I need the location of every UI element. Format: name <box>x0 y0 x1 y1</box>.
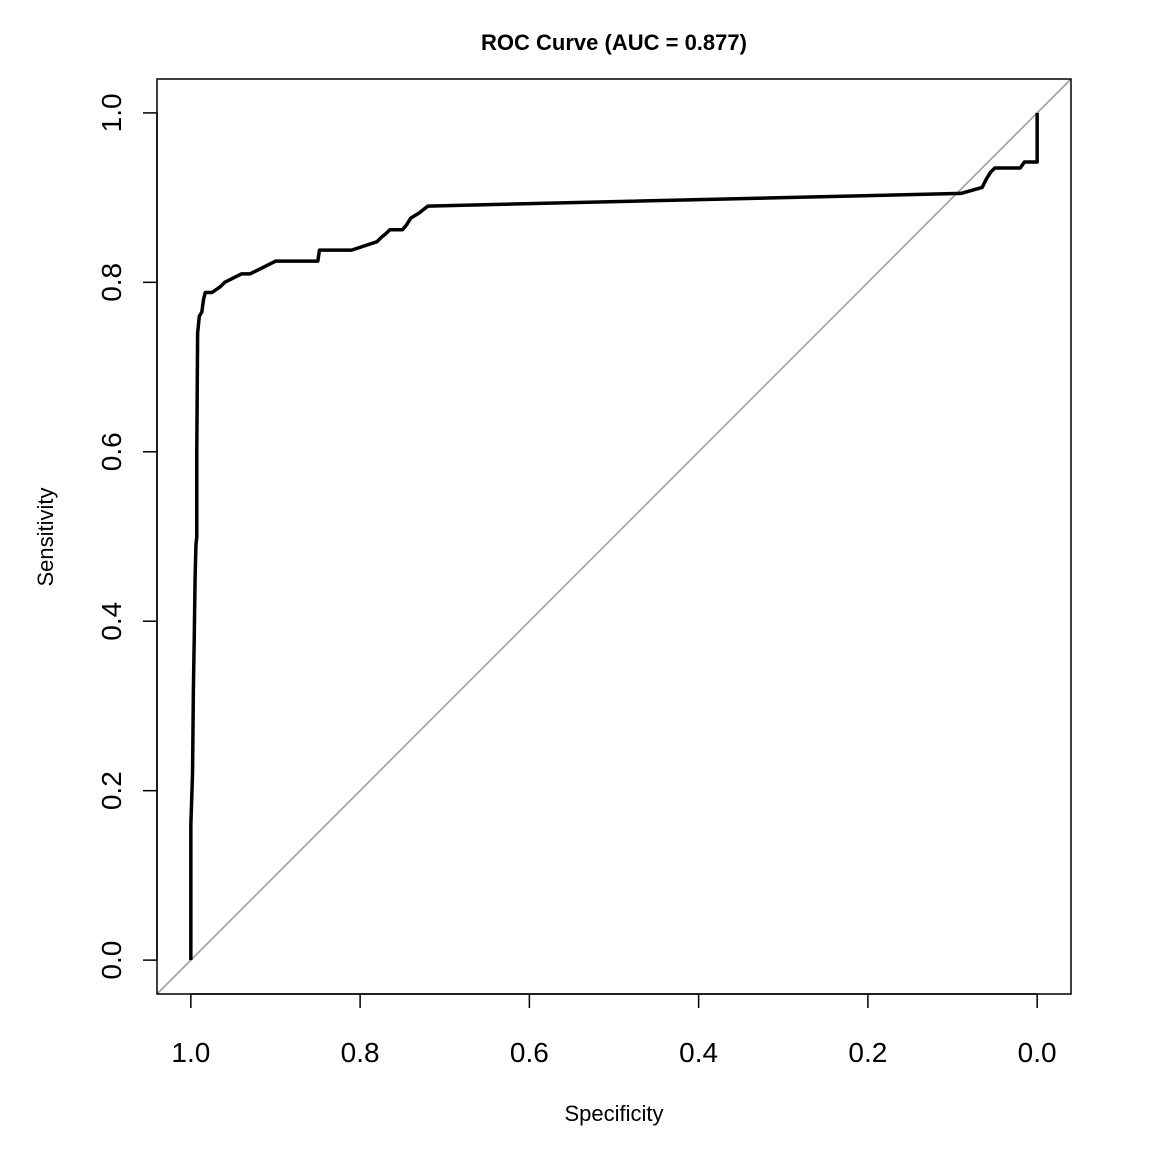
x-tick-label: 1.0 <box>171 1037 210 1068</box>
y-axis-title: Sensitivity <box>33 487 58 586</box>
x-axis: 1.0 0.8 0.6 0.4 0.2 0.0 <box>171 993 1057 1068</box>
x-tick-label: 0.2 <box>848 1037 887 1068</box>
roc-curve-line <box>189 112 1039 961</box>
y-tick-label: 0.0 <box>96 941 127 980</box>
y-tick-label: 0.4 <box>96 602 127 641</box>
y-tick-label: 1.0 <box>96 93 127 132</box>
chart-title: ROC Curve (AUC = 0.877) <box>481 30 747 55</box>
x-axis-title: Specificity <box>564 1101 663 1126</box>
reference-diagonal <box>156 78 1072 995</box>
y-tick-label: 0.2 <box>96 771 127 810</box>
y-tick-label: 0.6 <box>96 432 127 471</box>
x-tick-label: 0.6 <box>510 1037 549 1068</box>
y-axis: 0.0 0.2 0.4 0.6 0.8 1.0 <box>96 93 158 980</box>
y-tick-label: 0.8 <box>96 263 127 302</box>
x-tick-label: 0.8 <box>341 1037 380 1068</box>
x-tick-label: 0.0 <box>1018 1037 1057 1068</box>
x-tick-label: 0.4 <box>679 1037 718 1068</box>
